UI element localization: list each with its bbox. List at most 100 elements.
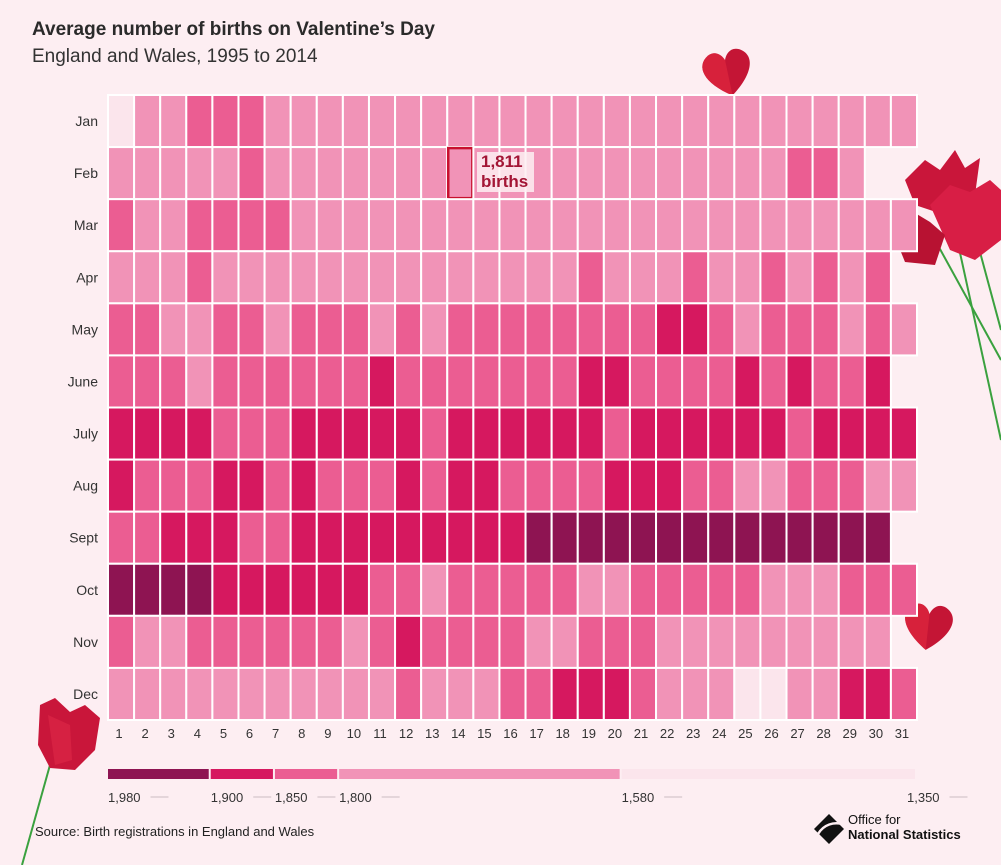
legend: 1,980 1,900 1,850 1,800 1,580 1,350 bbox=[108, 769, 968, 805]
heatmap-cell bbox=[341, 562, 370, 617]
heatmap-cell bbox=[602, 146, 631, 201]
heatmap-cell bbox=[811, 458, 840, 513]
heatmap-cell bbox=[707, 510, 736, 565]
heatmap-cell bbox=[133, 614, 162, 669]
heatmap-cell bbox=[785, 94, 814, 149]
source-note: Source: Birth registrations in England a… bbox=[35, 824, 315, 839]
heatmap-cell bbox=[655, 510, 684, 565]
heatmap-cell bbox=[472, 510, 501, 565]
heatmap-cell bbox=[341, 250, 370, 305]
y-tick-label: Sept bbox=[69, 530, 98, 546]
heatmap-cell bbox=[681, 146, 710, 201]
heatmap-cell bbox=[811, 250, 840, 305]
heatmap-cell bbox=[420, 406, 449, 461]
heatmap-cell bbox=[133, 458, 162, 513]
heatmap-cell bbox=[811, 302, 840, 357]
x-tick-label: 10 bbox=[347, 726, 361, 741]
heatmap-cell bbox=[498, 614, 527, 669]
heatmap-cell bbox=[263, 562, 292, 617]
legend-swatch bbox=[621, 769, 915, 779]
heatmap-cell bbox=[811, 406, 840, 461]
y-tick-label: Oct bbox=[76, 582, 98, 598]
heatmap-cell bbox=[628, 406, 658, 461]
legend-label: 1,580 bbox=[622, 790, 655, 805]
y-tick-label: Jan bbox=[75, 113, 98, 129]
heatmap-cell bbox=[394, 198, 423, 253]
y-tick-label: Mar bbox=[74, 217, 98, 233]
heatmap-cell bbox=[289, 198, 318, 253]
heatmap-cell bbox=[785, 250, 814, 305]
heatmap-cell bbox=[759, 146, 788, 201]
heatmap-cell bbox=[237, 94, 266, 149]
heatmap-cell bbox=[811, 510, 840, 565]
heatmap-cell bbox=[576, 354, 605, 409]
heart-icon bbox=[702, 48, 750, 96]
heatmap-cell bbox=[707, 458, 736, 513]
x-tick-label: 21 bbox=[634, 726, 648, 741]
heatmap-cell bbox=[107, 666, 136, 722]
heatmap-cell bbox=[785, 614, 814, 669]
heatmap-cell bbox=[394, 94, 423, 149]
heatmap-cell bbox=[576, 562, 605, 617]
heatmap-cell bbox=[785, 354, 814, 409]
heatmap-cell bbox=[289, 406, 318, 461]
heatmap-cell bbox=[707, 666, 736, 722]
heatmap-cell bbox=[628, 666, 658, 722]
heatmap-cell bbox=[681, 406, 710, 461]
heatmap-cell bbox=[341, 354, 370, 409]
heatmap-cell bbox=[315, 614, 344, 669]
heatmap-cell bbox=[263, 198, 292, 253]
heatmap-cell bbox=[367, 94, 397, 149]
heatmap-cell bbox=[472, 94, 501, 149]
x-tick-label: 2 bbox=[142, 726, 149, 741]
x-tick-label: 25 bbox=[738, 726, 752, 741]
heatmap-cell bbox=[394, 406, 423, 461]
heatmap-cell bbox=[341, 406, 370, 461]
heatmap-cell bbox=[367, 146, 397, 201]
heatmap-cell bbox=[394, 614, 423, 669]
heatmap-cell bbox=[863, 250, 892, 305]
heatmap-cell bbox=[863, 614, 892, 669]
heatmap-cell bbox=[394, 510, 423, 565]
heatmap-cell bbox=[159, 354, 188, 409]
x-tick-label: 3 bbox=[168, 726, 175, 741]
heatmap-cell bbox=[863, 302, 892, 357]
heatmap-cell bbox=[133, 406, 162, 461]
heatmap-cell bbox=[367, 510, 397, 565]
heatmap-cell bbox=[863, 94, 892, 149]
heatmap-cell bbox=[863, 406, 892, 461]
heatmap-cell bbox=[524, 94, 553, 149]
heatmap-cell bbox=[681, 562, 710, 617]
heatmap-cell bbox=[315, 510, 344, 565]
heatmap-cell bbox=[420, 198, 449, 253]
heatmap-cell bbox=[655, 250, 684, 305]
heatmap-cell bbox=[837, 250, 866, 305]
heatmap-cell bbox=[863, 354, 892, 409]
heatmap-cell bbox=[602, 94, 631, 149]
heatmap-cell bbox=[759, 614, 788, 669]
heatmap-cell bbox=[420, 250, 449, 305]
heatmap-cell bbox=[681, 510, 710, 565]
heatmap-cell bbox=[367, 406, 397, 461]
y-tick-label: Dec bbox=[73, 686, 98, 702]
heatmap-cell bbox=[681, 458, 710, 513]
heatmap-cell bbox=[185, 406, 214, 461]
heatmap-cell bbox=[263, 406, 292, 461]
heatmap-cell bbox=[237, 250, 266, 305]
heatmap-cell bbox=[446, 354, 475, 409]
heatmap-cell bbox=[211, 354, 240, 409]
legend-swatch bbox=[108, 769, 209, 779]
heatmap-cell bbox=[394, 146, 423, 201]
heatmap-cell bbox=[628, 250, 658, 305]
chart-title: Average number of births on Valentine’s … bbox=[32, 19, 435, 40]
heatmap-cell bbox=[263, 302, 292, 357]
heatmap-cell bbox=[733, 354, 762, 409]
heatmap-cell bbox=[211, 666, 240, 722]
heatmap-cell bbox=[341, 94, 370, 149]
x-tick-label: 13 bbox=[425, 726, 439, 741]
heatmap-cell bbox=[655, 302, 684, 357]
heatmap-cell bbox=[785, 458, 814, 513]
heatmap-cell bbox=[498, 302, 527, 357]
heatmap-cell bbox=[341, 510, 370, 565]
